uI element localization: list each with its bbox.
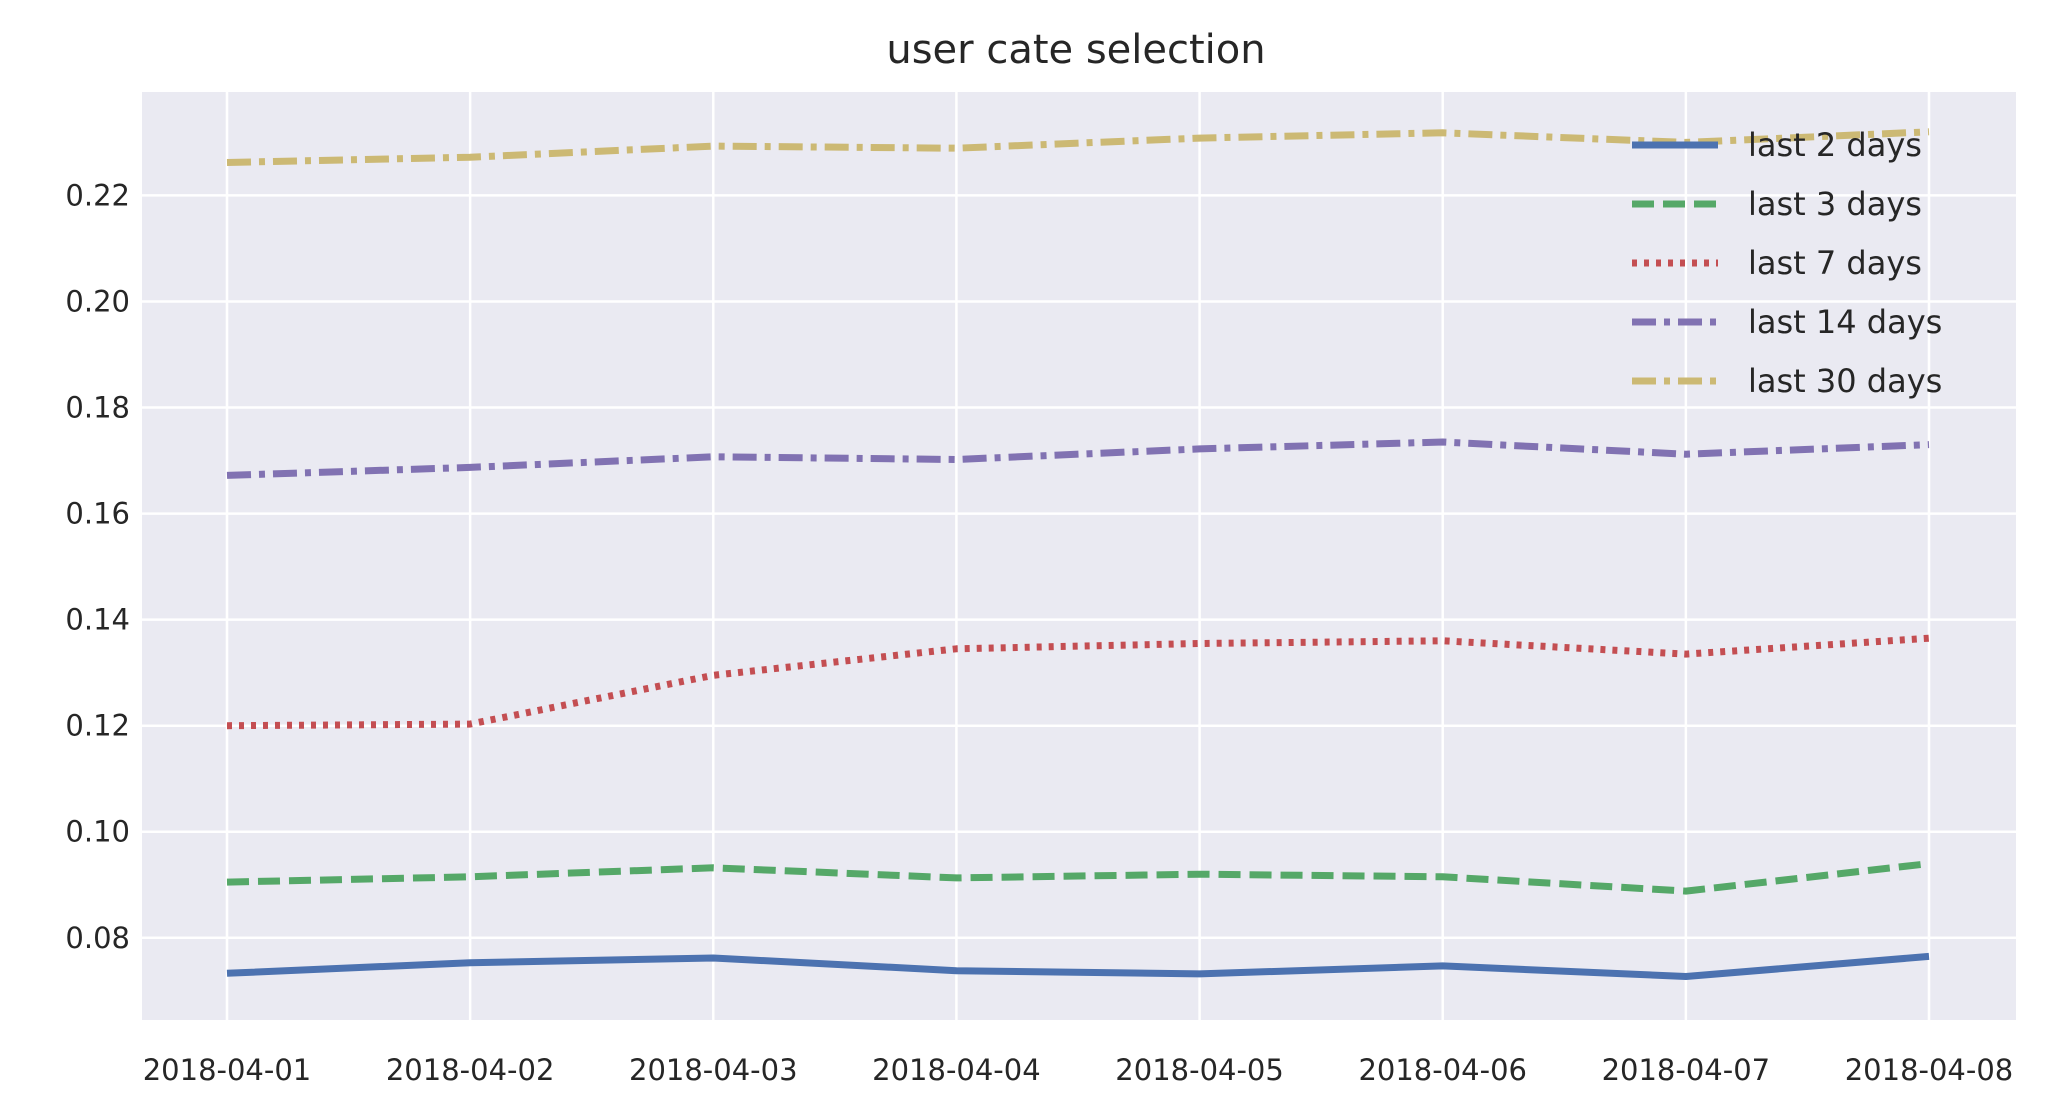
legend-entry: last 3 days: [1748, 185, 1922, 223]
x-tick-label: 2018-04-02: [386, 1053, 555, 1087]
series-layer: [226, 128, 1930, 980]
legend: last 2 days last 3 days last 7 days last 14…: [1632, 126, 1942, 400]
x-tick-label: 2018-04-06: [1358, 1053, 1527, 1087]
x-tick-label: 2018-04-04: [872, 1053, 1041, 1087]
series-line-1: [226, 952, 1930, 980]
x-tick-label: 2018-04-01: [143, 1053, 312, 1087]
legend-entry: last 14 days: [1748, 303, 1942, 341]
chart-title: user cate selection: [886, 27, 1265, 73]
legend-entry: last 30 days: [1748, 362, 1942, 400]
legend-entry: last 2 days: [1748, 126, 1922, 164]
x-tick-label: 2018-04-03: [629, 1053, 798, 1087]
y-axis: 0.08 0.10 0.12 0.14 0.16 0.18 0.20 0.22: [65, 178, 130, 954]
series-line-5: [226, 128, 1930, 166]
x-tick-label: 2018-04-07: [1602, 1053, 1771, 1087]
y-tick-label: 0.16: [65, 497, 130, 531]
y-tick-label: 0.18: [65, 391, 130, 425]
x-tick-label: 2018-04-05: [1115, 1053, 1284, 1087]
plot-area: [142, 92, 2016, 1020]
y-tick-label: 0.20: [65, 284, 130, 318]
y-tick-label: 0.14: [65, 603, 130, 637]
x-tick-label: 2018-04-08: [1845, 1053, 2014, 1087]
y-tick-label: 0.22: [65, 178, 130, 212]
series-line-2: [226, 860, 1930, 895]
y-tick-label: 0.08: [65, 921, 130, 955]
series-line-4: [226, 438, 1930, 479]
y-tick-label: 0.10: [65, 815, 130, 849]
legend-entry: last 7 days: [1748, 244, 1922, 282]
grid-lines: [142, 92, 2016, 1020]
y-tick-label: 0.12: [65, 709, 130, 743]
x-axis: 2018-04-01 2018-04-02 2018-04-03 2018-04-04…: [143, 1053, 2014, 1087]
